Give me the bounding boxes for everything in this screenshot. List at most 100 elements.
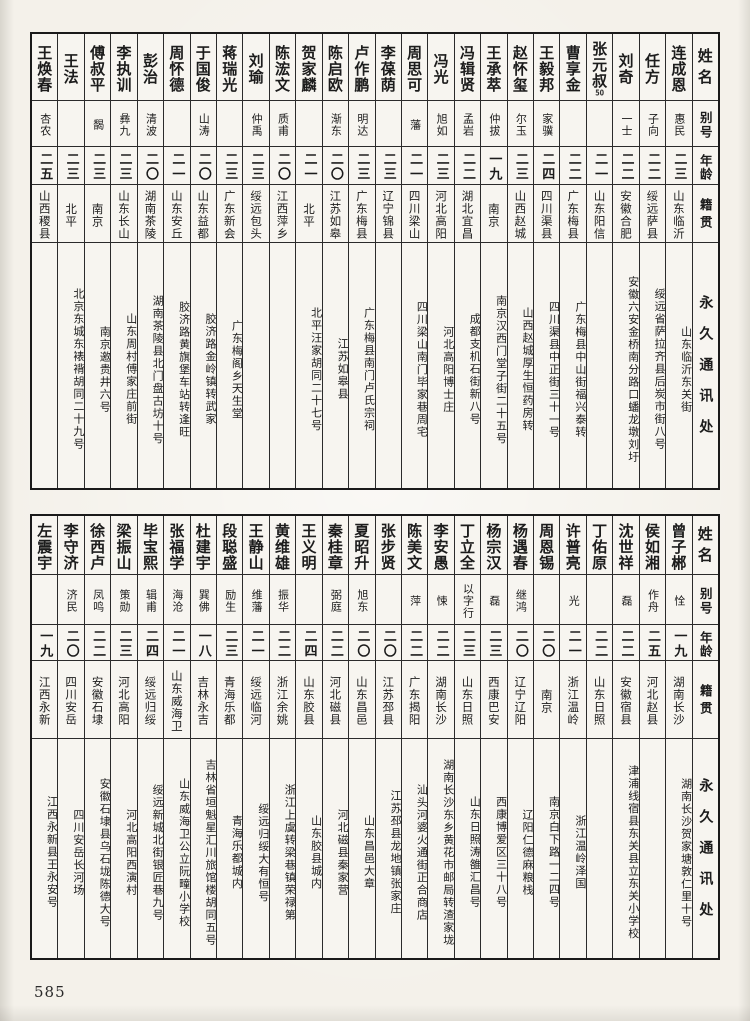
- name-cell: 黄维雄: [273, 522, 292, 571]
- age-cell: 二三: [216, 146, 243, 184]
- address-cell: 山东昌邑大章: [349, 738, 375, 958]
- entry-column: 陈浤文 质甫 二〇 江西萍乡: [268, 34, 296, 488]
- name-cell: 张步贤: [378, 522, 397, 571]
- age-cell: 二五: [639, 624, 666, 660]
- age-cell: 二二: [84, 624, 111, 660]
- entry-column: 曾子郴恮一九 湖南长沙 湖南长沙贺家塘敦仁里十号: [665, 516, 692, 958]
- native-place-cell: 河北磁县: [322, 660, 349, 738]
- alias-cell: 质甫: [269, 100, 296, 146]
- age-cell: 一九: [481, 146, 507, 184]
- directory-table-top: 姓名 别号 年龄 籍贯 永久通讯处 连成恩 惠民 二三 山东临沂 山东临沂东关街 任方 子向 二二 绥远萨…: [30, 32, 720, 490]
- entry-column: 黄维雄 振华 二二 浙江余姚 浙江上虞转梁巷镇荣禄第: [268, 516, 296, 958]
- entry-column: 沈世祥磊二二 安徽宿县 津浦线宿县东关县立东关小学校: [612, 516, 639, 958]
- address-cell: 绥远归绥大有恒号: [243, 738, 269, 958]
- name-cell: 王静山: [246, 522, 265, 571]
- name-cell: 李守济: [61, 522, 80, 571]
- address-cell: [269, 242, 296, 488]
- address-cell: [639, 738, 666, 958]
- name-cell: 卢作鹏: [352, 44, 371, 93]
- entry-column: 王义明 二四 山东胶县 山东胶县城内: [295, 516, 322, 958]
- entry-column: 周恩锡 二〇 南京 南京白下路一二四号: [533, 516, 560, 958]
- address-cell: 山东日照涛雒汇昌号: [454, 738, 481, 958]
- native-place-cell: 山东临沂: [666, 184, 692, 242]
- address-cell: 广东梅县中山街福兴泰转: [560, 242, 586, 488]
- entry-column: 蒋瑞光 二三 广东新会 广东梅阁乡天生堂: [215, 34, 243, 488]
- directory-tables: 姓名 别号 年龄 籍贯 永久通讯处 连成恩 惠民 二三 山东临沂 山东临沂东关街 任方 子向 二二 绥远萨…: [30, 32, 720, 960]
- age-cell: 二三: [507, 146, 534, 184]
- alias-cell: 孟岩: [454, 100, 481, 146]
- address-cell: 辽阳仁德麻粮栈: [507, 738, 534, 958]
- entry-column: 王焕春 杏农 二五 山西稷县: [32, 34, 58, 488]
- name-cell: 沈世祥: [616, 522, 635, 571]
- native-place-cell: 山东益都: [190, 184, 216, 242]
- native-place-cell: 广东梅县: [349, 184, 375, 242]
- native-place-cell: 山东日照: [454, 660, 481, 738]
- native-place-cell: 绥远归绥: [137, 660, 164, 738]
- entry-column: 王静山 维藩 二一 绥远临河 绥远归绥大有恒号: [242, 516, 269, 958]
- name-cell: 于国俊: [193, 44, 212, 93]
- entry-column: 杨宗汉磊二三 西康巴安 西康博爱区三十八号: [480, 516, 507, 958]
- entry-column: 许普亮光二一 浙江温岭 浙江温岭泽国: [559, 516, 586, 958]
- name-cell: 丁立全: [458, 522, 476, 571]
- name-cell: 杨遇春: [510, 522, 529, 571]
- name-cell: 曾子郴: [669, 522, 688, 571]
- native-place-cell: 青海乐都: [216, 660, 243, 738]
- alias-cell: 馤: [84, 100, 111, 146]
- entry-column: 刘奇 一士 二二 安徽合肥 安徽六安金桥南分路口蟠龙墩刘圩: [612, 34, 639, 488]
- name-cell: 刘瑜: [246, 52, 265, 85]
- name-cell: 周思可: [405, 44, 424, 93]
- address-cell: 江苏邳县龙地镇张家庄: [375, 738, 401, 958]
- name-cell: 贺家麟: [299, 44, 318, 93]
- directory-table-bottom: 姓名 别号 年龄 籍贯 永久通讯处 曾子郴恮一九 湖南长沙 湖南长沙贺家塘敦仁里十号 侯如湘 作舟…: [30, 514, 720, 960]
- age-cell: 二四: [296, 624, 322, 660]
- address-cell: 汕头河婆火通街正合商店: [401, 738, 428, 958]
- address-cell: 吉林省垣魁星汇川旅馆楼胡同五号: [190, 738, 216, 958]
- age-cell: 二〇: [190, 146, 216, 184]
- alias-cell: [164, 100, 190, 146]
- entry-column: 周怀德 二一 山东安丘 胶济路黄旗堡车站转逢旺: [163, 34, 190, 488]
- native-place-cell: 江西萍乡: [269, 184, 296, 242]
- name-cell: 彭治: [140, 52, 159, 85]
- name-cell: 陈美文: [405, 522, 424, 571]
- native-place-cell: 吉林永吉: [190, 660, 216, 738]
- native-place-cell: 江西永新: [32, 660, 58, 738]
- entry-column: 曹享金 二二 广东梅县 广东梅县中山街福兴泰转: [559, 34, 586, 488]
- entry-column: 周思可藩二一 四川梁山 四川梁山南门毕家巷周宅: [400, 34, 428, 488]
- entry-column: 彭治 清波 二〇 湖南茶陵 湖南茶陵县北门盘古坊十号: [136, 34, 164, 488]
- alias-cell: 海沧: [164, 574, 190, 624]
- column-header-name: 姓名: [695, 47, 714, 90]
- age-cell: 二三: [481, 624, 507, 660]
- entry-column: 于国俊 山涛 二〇 山东益都 胶济路金岭镇转武家: [189, 34, 216, 488]
- alias-cell: 渐东: [322, 100, 349, 146]
- alias-cell: 彝九: [111, 100, 137, 146]
- age-cell: 二一: [296, 146, 322, 184]
- native-place-cell: 绥远包头: [243, 184, 269, 242]
- age-cell: 二一: [560, 624, 586, 660]
- name-cell: 毕宝熙: [140, 522, 159, 571]
- entry-column: 张步贤 二〇 江苏邳县 江苏邳县龙地镇张家庄: [374, 516, 401, 958]
- native-place-cell: 山西稷县: [32, 184, 58, 242]
- age-cell: 二一: [164, 624, 190, 660]
- alias-cell: 恮: [666, 574, 692, 624]
- address-cell: 北京东城东裱褙胡同二十九号: [58, 242, 84, 488]
- name-cell: 蒋瑞光: [220, 44, 239, 93]
- address-cell: [375, 242, 401, 488]
- address-cell: 胶济路黄旗堡车站转逢旺: [164, 242, 190, 488]
- age-cell: 二二: [401, 624, 428, 660]
- alias-cell: 作舟: [639, 574, 666, 624]
- entry-column: 连成恩 惠民 二三 山东临沂 山东临沂东关街: [665, 34, 692, 488]
- age-cell: 二三: [428, 146, 454, 184]
- entry-column: 杨遇春 继鸿 二〇 辽宁辽阳 辽阳仁德麻粮栈: [506, 516, 534, 958]
- name-cell: 李葆荫: [378, 44, 397, 93]
- address-cell: 湖南长沙贺家塘敦仁里十号: [666, 738, 692, 958]
- age-cell: 二二: [269, 624, 296, 660]
- entry-column: 徐西卢 凤鸣 二二 安徽石埭 安徽石埭县乌石垅陈德大号: [83, 516, 111, 958]
- age-cell: 二〇: [137, 146, 164, 184]
- column-header-age: 年龄: [692, 146, 718, 184]
- entry-column: 王毅邦 家骥 二四 四川渠县 四川渠县中正街三十一号: [533, 34, 560, 488]
- address-cell: 西康博爱区三十八号: [481, 738, 507, 958]
- age-cell: 二三: [375, 146, 401, 184]
- native-place-cell: 浙江余姚: [269, 660, 296, 738]
- entry-column: 陈美文萍二二 广东揭阳 汕头河婆火通街正合商店: [400, 516, 428, 958]
- alias-cell: [534, 574, 560, 624]
